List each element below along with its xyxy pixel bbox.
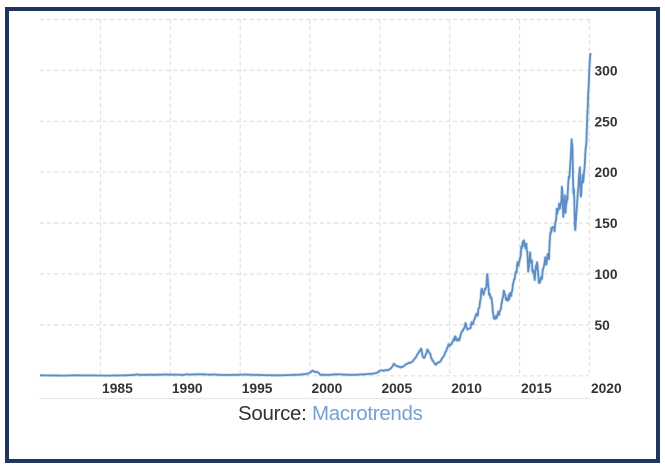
svg-text:1985: 1985 — [102, 381, 133, 396]
svg-text:1995: 1995 — [242, 381, 273, 396]
svg-text:2005: 2005 — [381, 381, 412, 396]
svg-text:Source: Macrotrends: Source: Macrotrends — [238, 402, 423, 425]
svg-text:2020: 2020 — [591, 381, 622, 396]
svg-text:50: 50 — [595, 318, 611, 333]
svg-text:200: 200 — [595, 165, 618, 180]
svg-text:2010: 2010 — [451, 381, 482, 396]
svg-text:1990: 1990 — [172, 381, 203, 396]
svg-text:300: 300 — [595, 63, 618, 78]
svg-text:2000: 2000 — [312, 381, 343, 396]
svg-text:150: 150 — [595, 216, 618, 231]
svg-text:250: 250 — [595, 114, 618, 129]
svg-text:100: 100 — [595, 267, 618, 282]
svg-text:2015: 2015 — [521, 381, 552, 396]
